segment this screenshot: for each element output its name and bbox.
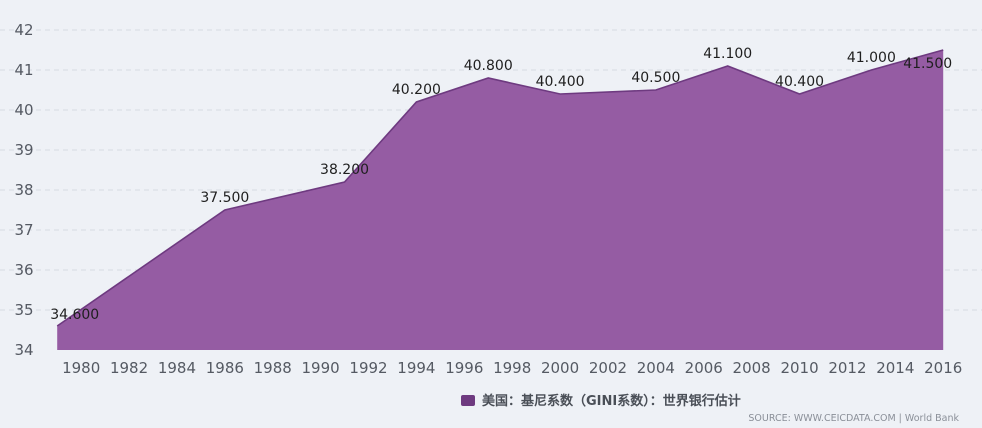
y-tick-label: 34 <box>14 341 33 359</box>
y-tick-label: 41 <box>14 61 33 79</box>
data-label: 37.500 <box>200 190 249 206</box>
data-label: 41.100 <box>703 46 752 62</box>
x-tick-label: 2014 <box>876 359 914 377</box>
data-label: 40.400 <box>536 74 585 90</box>
series-area <box>56 49 944 350</box>
x-tick-label: 2000 <box>541 359 579 377</box>
x-tick-label: 1996 <box>445 359 483 377</box>
x-tick-label: 1988 <box>254 359 292 377</box>
y-tick-label: 40 <box>14 101 33 119</box>
data-labels: 34.600 37.500 38.200 40.200 40.800 40.400 40.5… <box>50 46 952 323</box>
x-tick-label: 1984 <box>158 359 196 377</box>
data-label: 41.500 <box>903 56 952 72</box>
x-tick-label: 2004 <box>637 359 675 377</box>
x-tick-label: 2006 <box>685 359 723 377</box>
y-tick-label: 38 <box>14 181 33 199</box>
data-label: 40.500 <box>631 70 680 86</box>
legend-swatch[interactable] <box>461 395 475 406</box>
x-tick-label: 1982 <box>110 359 148 377</box>
legend-label[interactable]: 美国：基尼系数（GINI系数）：世界银行估计 <box>482 393 741 409</box>
y-tick-label: 39 <box>14 141 33 159</box>
x-tick-label: 2016 <box>924 359 962 377</box>
legend[interactable]: 美国：基尼系数（GINI系数）：世界银行估计 <box>461 393 741 409</box>
y-tick-label: 37 <box>14 221 33 239</box>
y-tick-label: 42 <box>14 21 33 39</box>
x-tick-label: 1986 <box>206 359 244 377</box>
x-tick-label: 1992 <box>349 359 387 377</box>
x-tick-label: 1998 <box>493 359 531 377</box>
x-tick-label: 2002 <box>589 359 627 377</box>
x-tick-label: 2010 <box>780 359 818 377</box>
x-tick-label: 2012 <box>828 359 866 377</box>
source-note: SOURCE: WWW.CEICDATA.COM | World Bank <box>748 413 959 424</box>
data-label: 40.800 <box>464 58 513 74</box>
series-line <box>56 49 944 327</box>
y-tick-label: 35 <box>14 301 33 319</box>
data-label: 40.200 <box>392 82 441 98</box>
x-tick-label: 1980 <box>62 359 100 377</box>
data-label: 38.200 <box>320 162 369 178</box>
x-tick-label: 2008 <box>733 359 771 377</box>
x-tick-label: 1990 <box>302 359 340 377</box>
data-label: 41.000 <box>847 50 896 66</box>
data-label: 34.600 <box>50 307 99 323</box>
y-tick-label: 36 <box>14 261 33 279</box>
x-axis: 1980 1982 1984 1986 1988 1990 1992 1994 1996 1998… <box>62 359 962 377</box>
area-fill <box>57 50 944 350</box>
y-axis: 34 35 36 37 38 39 40 41 42 <box>14 21 33 359</box>
data-label: 40.400 <box>775 74 824 90</box>
x-tick-label: 1994 <box>397 359 435 377</box>
